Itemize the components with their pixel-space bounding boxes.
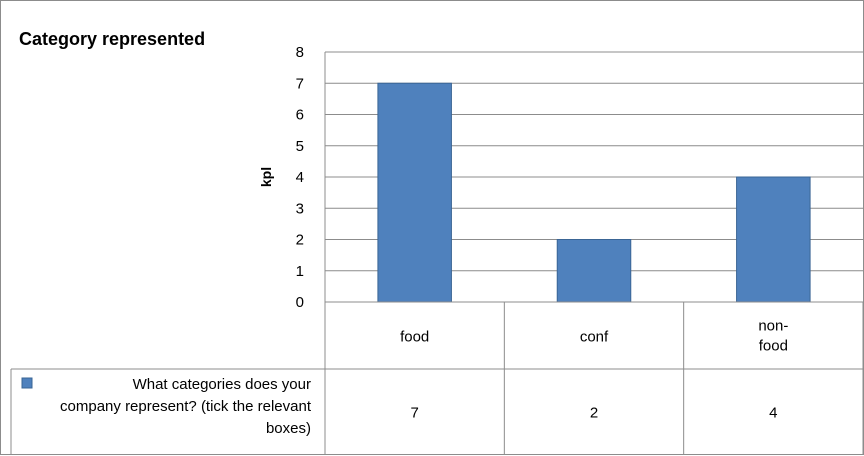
y-tick-label: 5 <box>296 138 304 155</box>
y-tick-labels: 0 1 2 3 4 5 6 7 8 <box>296 44 304 311</box>
category-label-conf: conf <box>580 329 609 346</box>
data-table: food conf non-food 7 2 4 What categories does … <box>10 301 864 454</box>
bars <box>377 82 811 303</box>
y-tick-label: 7 <box>296 75 304 92</box>
y-tick-label: 6 <box>296 107 304 124</box>
category-label-food: food <box>400 329 429 346</box>
category-label-non-food: non-food <box>758 318 788 355</box>
y-tick-label: 4 <box>296 169 304 186</box>
y-axis-label: kpl <box>258 167 274 187</box>
y-tick-label: 8 <box>296 44 304 61</box>
y-tick-label: 2 <box>296 232 304 249</box>
y-tick-label: 0 <box>296 294 304 311</box>
table-value-food: 7 <box>410 405 418 422</box>
legend-key <box>21 377 33 389</box>
table-value-conf: 2 <box>590 405 598 422</box>
chart-title: Category represented <box>19 29 205 49</box>
bar-conf <box>556 239 632 303</box>
y-tick-label: 3 <box>296 200 304 217</box>
y-tick-label: 1 <box>296 263 304 280</box>
bar-food <box>377 82 452 303</box>
bar-non-food <box>736 176 811 303</box>
table-value-non-food: 4 <box>769 405 777 422</box>
legend-series-name: What categories does your company represe… <box>60 376 312 437</box>
